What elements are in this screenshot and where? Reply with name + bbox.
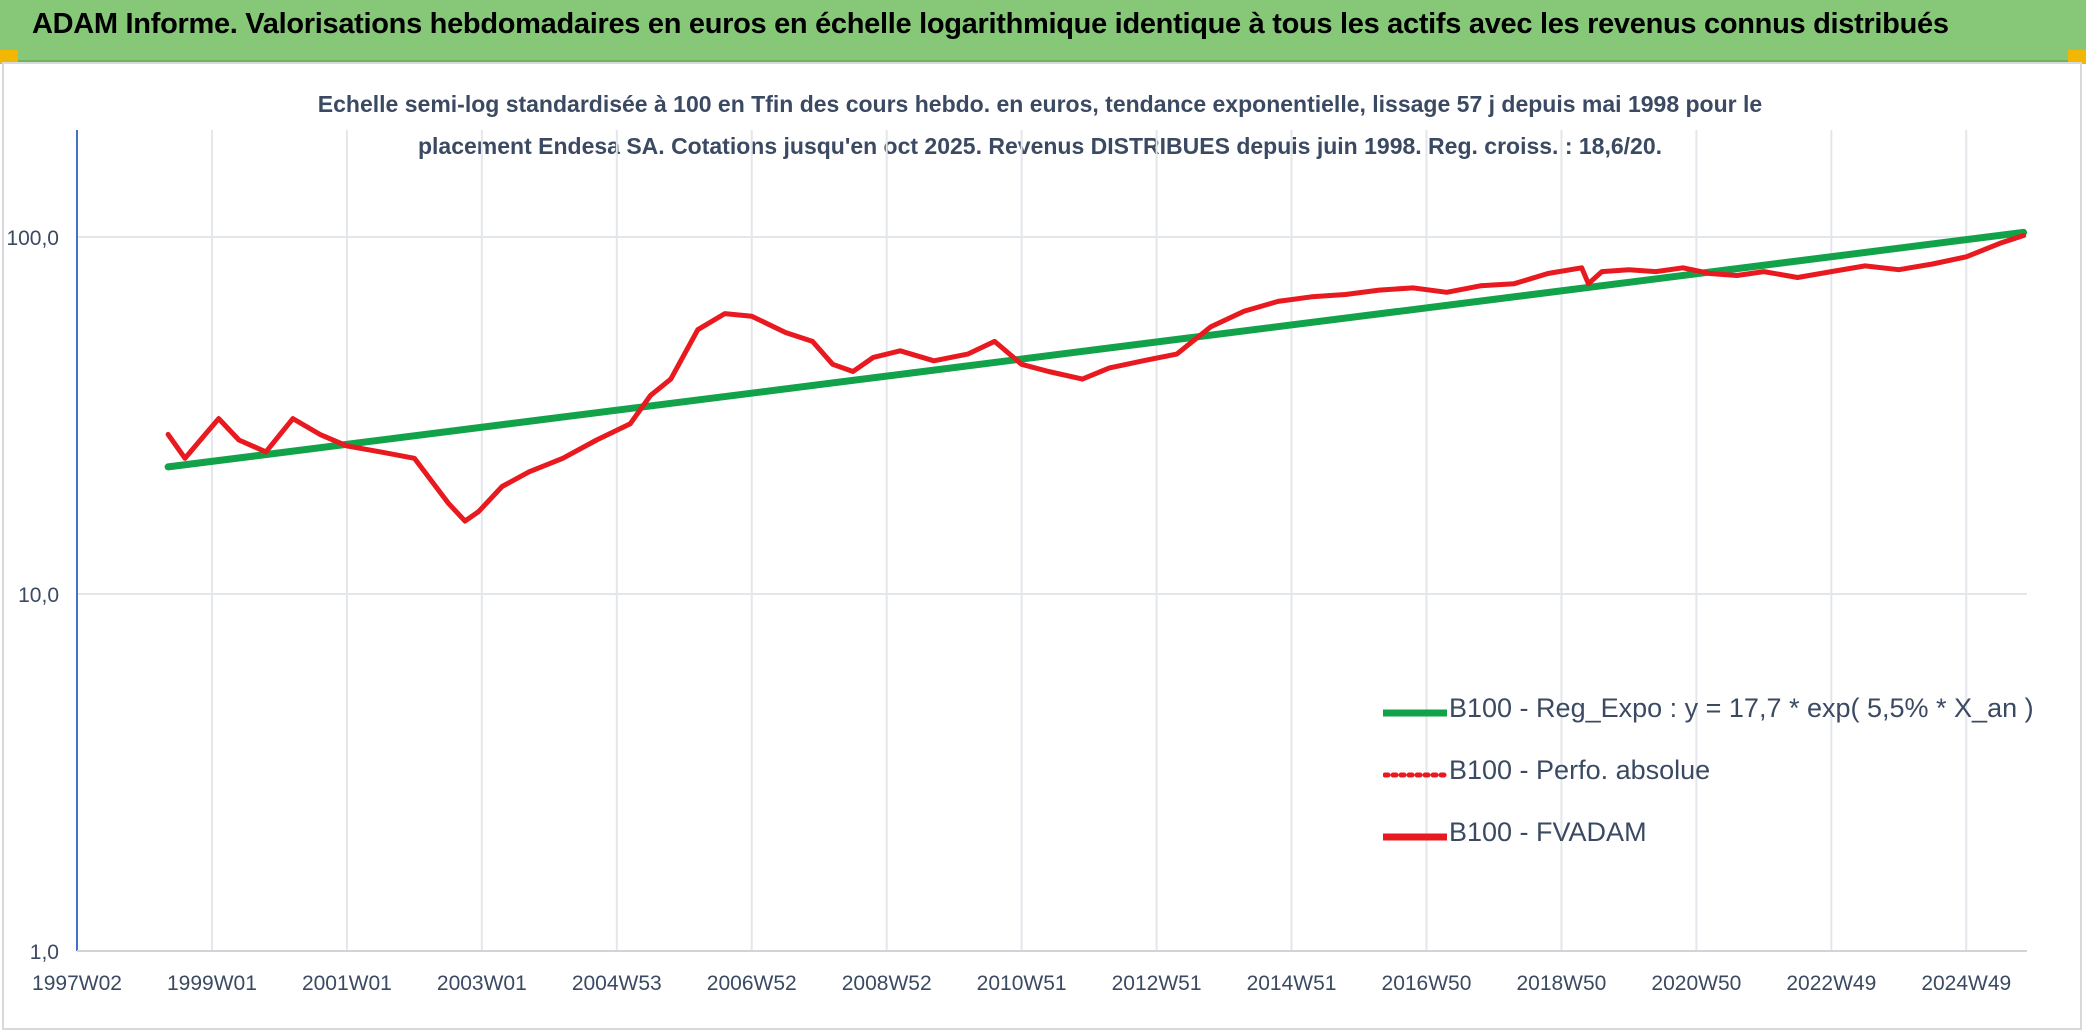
x-tick-label: 2010W51 <box>977 972 1067 995</box>
x-tick-label: 2012W51 <box>1112 972 1202 995</box>
x-tick-label: 2008W52 <box>842 972 932 995</box>
x-tick-label: 2001W01 <box>302 972 392 995</box>
chart-frame <box>2 62 2082 1030</box>
series-line-fvadam <box>165 233 2027 524</box>
y-tick-label: 10,0 <box>18 584 59 607</box>
x-tick-label: 2016W50 <box>1382 972 1472 995</box>
corner-marker-right <box>2068 50 2086 64</box>
legend-item-fvadam[interactable]: B100 - FVADAM <box>1383 814 2023 854</box>
x-tick-label: 2003W01 <box>437 972 527 995</box>
x-tick-label: 2018W50 <box>1516 972 1606 995</box>
x-tick-label: 2022W49 <box>1786 972 1876 995</box>
legend-swatch-fvadam <box>1383 833 1447 841</box>
header-banner: ADAM Informe. Valorisations hebdomadaire… <box>0 0 2086 62</box>
corner-marker-left <box>0 50 18 64</box>
legend-item-trend[interactable]: B100 - Reg_Expo : y = 17,7 * exp( 5,5% *… <box>1383 690 2034 730</box>
y-tick-label: 1,0 <box>30 941 59 964</box>
x-tick-label: 1999W01 <box>167 972 257 995</box>
x-tick-label: 2020W50 <box>1651 972 1741 995</box>
legend-label-fvadam: B100 - FVADAM <box>1449 817 1647 847</box>
legend-label-trend: B100 - Reg_Expo : y = 17,7 * exp( 5,5% *… <box>1449 693 2034 723</box>
x-tick-label: 1997W02 <box>32 972 122 995</box>
chart-title-line-1: Echelle semi-log standardisée à 100 en T… <box>317 91 1763 117</box>
x-tick-label: 2006W52 <box>707 972 797 995</box>
legend-item-perfo[interactable]: B100 - Perfo. absolue <box>1383 752 2023 792</box>
legend-swatch-perfo <box>1383 772 1447 778</box>
x-tick-label: 2004W53 <box>572 972 662 995</box>
series-line-perfo-absolue <box>166 233 2026 524</box>
page-title: ADAM Informe. Valorisations hebdomadaire… <box>32 8 1949 40</box>
x-tick-label: 2024W49 <box>1921 972 2011 995</box>
x-tick-label: 2014W51 <box>1247 972 1337 995</box>
legend-swatch-trend <box>1383 709 1447 717</box>
y-tick-label: 100,0 <box>6 227 59 250</box>
series-line-reg-expo <box>164 228 2028 471</box>
chart-title-line-2: placement Endesa SA. Cotations jusqu'en … <box>417 133 1663 159</box>
legend-label-perfo: B100 - Perfo. absolue <box>1449 755 1711 785</box>
